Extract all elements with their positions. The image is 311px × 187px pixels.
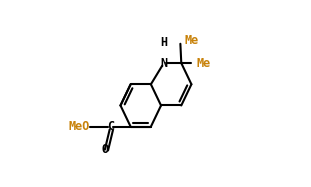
Text: Me: Me (196, 57, 210, 70)
Text: N: N (160, 57, 167, 70)
Text: O: O (101, 143, 109, 156)
Text: Me: Me (185, 34, 199, 47)
Text: C: C (107, 120, 114, 133)
Text: MeO: MeO (69, 120, 90, 133)
Text: H: H (160, 36, 167, 49)
